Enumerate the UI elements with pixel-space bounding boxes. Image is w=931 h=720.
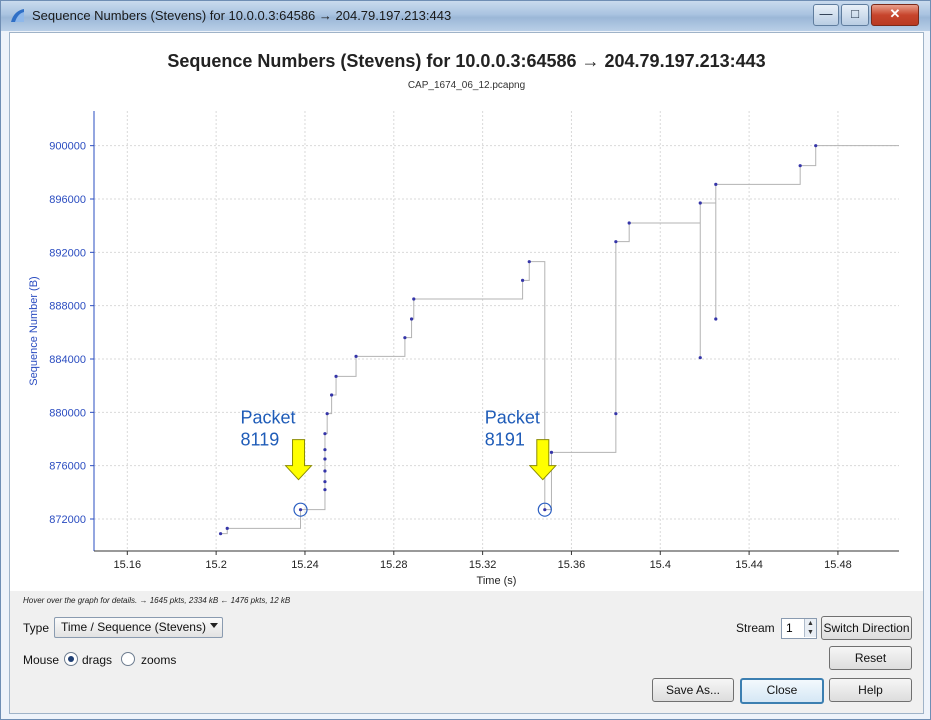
- callout-arrow-icon: [284, 439, 313, 481]
- sequence-point[interactable]: [520, 278, 525, 282]
- graph-subtitle: CAP_1674_06_12.pcapng: [407, 80, 526, 91]
- stream-value: 1: [786, 621, 793, 635]
- sequence-point[interactable]: [798, 164, 802, 168]
- sequence-point[interactable]: [714, 317, 718, 321]
- drags-label: drags: [82, 653, 113, 667]
- packet-callout-number: 8119: [241, 430, 280, 450]
- y-tick-label: 892000: [49, 247, 86, 259]
- packet-callout-number: 8191: [485, 430, 525, 450]
- graph-title: Sequence Numbers (Stevens) for 10.0.0.3:…: [167, 51, 766, 71]
- packet-callout-label: Packet: [485, 408, 540, 428]
- highlight-circle: [537, 502, 552, 517]
- sequence-point[interactable]: [543, 508, 547, 512]
- sequence-point[interactable]: [627, 221, 631, 225]
- sequence-point[interactable]: [527, 260, 531, 264]
- sequence-point[interactable]: [323, 480, 327, 484]
- sequence-step-line: [220, 145, 899, 535]
- help-button[interactable]: Help: [829, 678, 912, 702]
- sequence-point[interactable]: [698, 201, 702, 205]
- sequence-point[interactable]: [412, 297, 416, 301]
- window-title: Sequence Numbers (Stevens) for 10.0.0.3:…: [32, 8, 452, 23]
- drags-radio[interactable]: [64, 652, 78, 666]
- hover-hint: Hover over the graph for details. → 1645…: [23, 596, 291, 605]
- y-tick-label: 884000: [49, 354, 86, 366]
- sequence-point[interactable]: [814, 144, 818, 148]
- sequence-point[interactable]: [614, 240, 618, 244]
- dialog-client: Sequence Numbers (Stevens) for 10.0.0.3:…: [9, 32, 924, 714]
- y-tick-label: 888000: [49, 301, 86, 313]
- close-button[interactable]: Close: [740, 678, 824, 704]
- x-tick-label: 15.32: [469, 559, 497, 571]
- sequence-point[interactable]: [298, 508, 303, 512]
- graph-type-value: Time / Sequence (Stevens): [61, 620, 206, 634]
- y-tick-label: 872000: [49, 514, 86, 526]
- spin-down-icon[interactable]: ▼: [804, 628, 816, 637]
- x-tick-label: 15.24: [291, 559, 319, 571]
- y-tick-label: 900000: [49, 141, 86, 153]
- highlight-circle: [293, 502, 308, 517]
- save-as-button[interactable]: Save As...: [652, 678, 734, 702]
- graph-panel[interactable]: Sequence Numbers (Stevens) for 10.0.0.3:…: [10, 33, 923, 591]
- sequence-point[interactable]: [323, 469, 327, 473]
- sequence-point[interactable]: [614, 412, 618, 416]
- graph-type-select[interactable]: Time / Sequence (Stevens): [54, 617, 223, 638]
- sequence-point[interactable]: [714, 182, 718, 186]
- dropdown-arrow-icon: [210, 623, 218, 628]
- sequence-point[interactable]: [225, 526, 229, 530]
- x-tick-label: 15.4: [650, 559, 671, 571]
- sequence-chart[interactable]: 15.16 15.2 15.24 15.28 15.32 15.36 15.4 15.44 15…: [10, 33, 923, 591]
- wireshark-fin-icon: [11, 9, 24, 22]
- y-tick-label: 896000: [49, 194, 86, 206]
- x-tick-label: 15.28: [380, 559, 408, 571]
- close-window-button[interactable]: ✕: [871, 4, 919, 26]
- sequence-point[interactable]: [549, 450, 554, 454]
- sequence-point[interactable]: [323, 488, 327, 492]
- title-bar[interactable]: Sequence Numbers (Stevens) for 10.0.0.3:…: [1, 1, 930, 31]
- packet-callout-label: Packet: [241, 408, 296, 428]
- sequence-point[interactable]: [323, 448, 327, 452]
- switch-direction-button[interactable]: Switch Direction: [821, 616, 912, 640]
- sequence-point[interactable]: [218, 532, 223, 536]
- x-tick-label: 15.2: [205, 559, 226, 571]
- sequence-point[interactable]: [330, 393, 334, 397]
- spin-up-icon[interactable]: ▲: [804, 619, 816, 628]
- stream-spinbox[interactable]: 1 ▲ ▼: [781, 618, 817, 639]
- x-tick-label: 15.16: [114, 559, 142, 571]
- callout-arrow-icon: [528, 439, 557, 481]
- x-tick-label: 15.48: [824, 559, 852, 571]
- stream-label: Stream: [736, 621, 775, 635]
- sequence-point[interactable]: [409, 317, 414, 321]
- sequence-point[interactable]: [334, 374, 338, 378]
- zooms-label: zooms: [141, 653, 177, 667]
- type-label: Type: [23, 621, 50, 635]
- sequence-point[interactable]: [698, 356, 702, 360]
- zooms-radio[interactable]: [121, 652, 135, 666]
- sequence-point[interactable]: [325, 412, 329, 416]
- x-tick-label: 15.44: [735, 559, 763, 571]
- sequence-point[interactable]: [354, 354, 358, 358]
- minimize-button[interactable]: —: [813, 4, 839, 26]
- x-axis-label: Time (s): [477, 575, 517, 587]
- maximize-button[interactable]: □: [841, 4, 869, 26]
- y-axis-label: Sequence Number (B): [28, 276, 40, 385]
- y-tick-label: 876000: [49, 461, 86, 473]
- sequence-point[interactable]: [323, 432, 327, 436]
- reset-button[interactable]: Reset: [829, 646, 912, 670]
- sequence-point[interactable]: [403, 336, 407, 340]
- mouse-label: Mouse: [23, 653, 60, 667]
- x-tick-label: 15.36: [558, 559, 586, 571]
- sequence-point[interactable]: [323, 457, 327, 461]
- y-tick-label: 880000: [49, 407, 86, 419]
